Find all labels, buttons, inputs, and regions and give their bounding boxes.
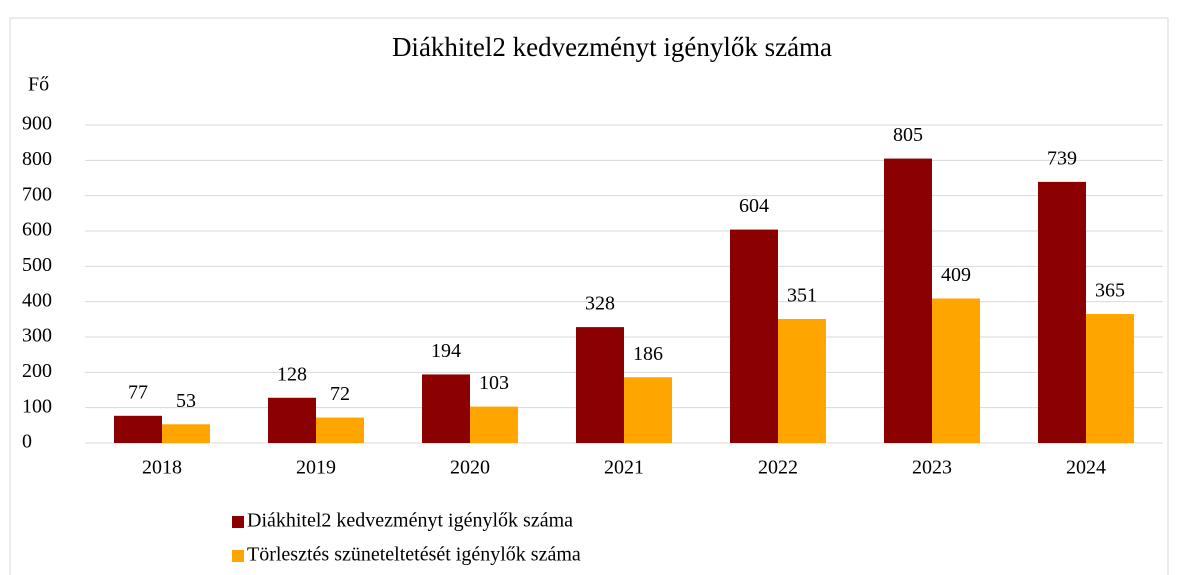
bar bbox=[576, 327, 624, 443]
x-tick-label: 2019 bbox=[296, 457, 336, 479]
x-tick-label: 2021 bbox=[604, 457, 644, 479]
data-label: 194 bbox=[431, 340, 461, 362]
data-label: 72 bbox=[330, 383, 350, 405]
bar bbox=[162, 424, 210, 443]
bar bbox=[422, 374, 470, 443]
bar bbox=[932, 298, 980, 443]
y-tick-label: 200 bbox=[22, 360, 52, 382]
bar bbox=[316, 417, 364, 443]
x-tick-label: 2018 bbox=[142, 457, 182, 479]
bar bbox=[470, 406, 518, 443]
y-tick-label: 400 bbox=[22, 289, 52, 311]
bar bbox=[1038, 181, 1086, 444]
y-tick-label: 700 bbox=[22, 183, 52, 205]
y-tick-label: 300 bbox=[22, 325, 52, 347]
data-label: 351 bbox=[787, 285, 817, 307]
legend-swatch bbox=[232, 550, 244, 562]
legend-label: Diákhitel2 kedvezményt igénylők száma bbox=[247, 510, 573, 532]
data-label: 328 bbox=[585, 293, 615, 315]
data-label: 739 bbox=[1047, 147, 1077, 169]
bar bbox=[268, 397, 316, 443]
y-tick-label: 900 bbox=[22, 113, 52, 135]
chart-title: Diákhitel2 kedvezményt igénylők száma bbox=[392, 32, 832, 62]
bar bbox=[884, 158, 932, 444]
x-tick-label: 2022 bbox=[758, 457, 798, 479]
bar bbox=[1086, 314, 1134, 443]
data-label: 805 bbox=[893, 124, 923, 146]
bar bbox=[624, 377, 672, 443]
data-label: 128 bbox=[277, 363, 307, 385]
data-label: 604 bbox=[739, 195, 769, 217]
y-axis-label: Fő bbox=[28, 74, 49, 96]
data-label: 103 bbox=[479, 372, 509, 394]
chart-border bbox=[9, 17, 1169, 575]
y-tick-label: 600 bbox=[22, 219, 52, 241]
x-tick-label: 2024 bbox=[1066, 457, 1106, 479]
y-tick-label: 800 bbox=[22, 148, 52, 170]
y-tick-label: 100 bbox=[22, 395, 52, 417]
bar bbox=[778, 318, 826, 443]
x-tick-label: 2020 bbox=[450, 457, 490, 479]
x-tick-label: 2023 bbox=[912, 457, 952, 479]
data-label: 186 bbox=[633, 343, 663, 365]
legend-label: Törlesztés szüneteltetését igénylők szám… bbox=[247, 544, 581, 566]
data-label: 409 bbox=[941, 264, 971, 286]
data-label: 77 bbox=[128, 381, 148, 403]
bar bbox=[730, 229, 778, 443]
data-label: 53 bbox=[176, 390, 196, 412]
legend-swatch bbox=[232, 516, 244, 528]
bar bbox=[114, 415, 162, 443]
y-tick-label: 500 bbox=[22, 254, 52, 276]
y-tick-label: 0 bbox=[22, 431, 32, 453]
data-label: 365 bbox=[1095, 280, 1125, 302]
